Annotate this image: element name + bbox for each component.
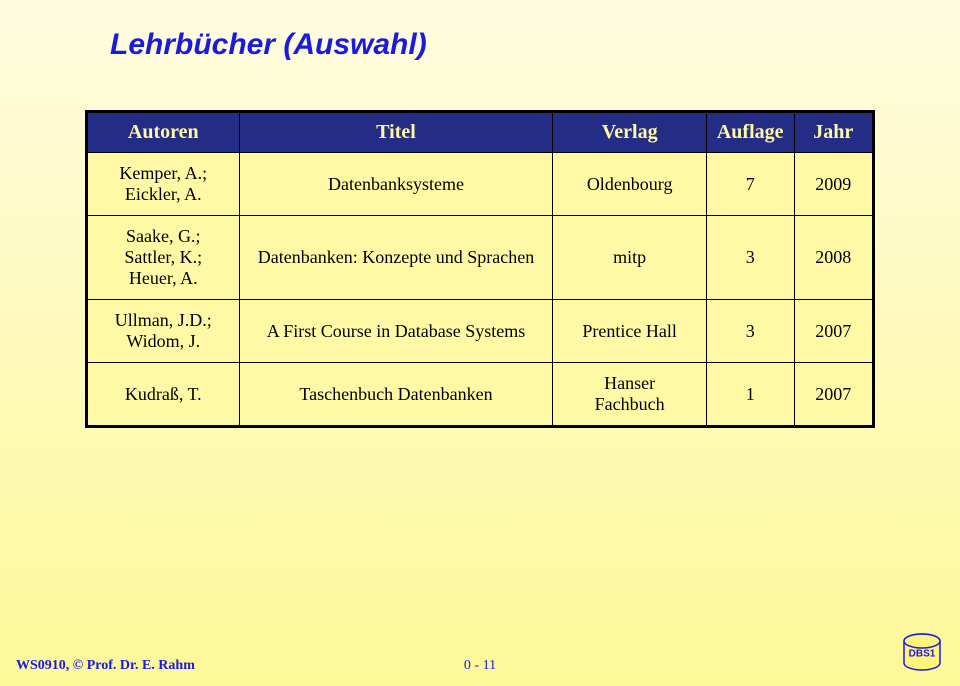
footer-copyright: WS0910, © Prof. Dr. E. Rahm — [16, 658, 195, 674]
col-jahr: Jahr — [794, 112, 873, 153]
cell-auflage: 3 — [706, 216, 794, 300]
cell-verlag: Oldenbourg — [553, 153, 706, 216]
textbook-table-container: Autoren Titel Verlag Auflage Jahr Kemper… — [85, 110, 875, 428]
col-author: Autoren — [87, 112, 240, 153]
cell-jahr: 2007 — [794, 300, 873, 363]
col-auflage: Auflage — [706, 112, 794, 153]
footer-page-number: 0 - 11 — [464, 658, 496, 674]
cell-auflage: 1 — [706, 363, 794, 427]
cell-verlag: mitp — [553, 216, 706, 300]
cell-jahr: 2008 — [794, 216, 873, 300]
cell-title: A First Course in Database Systems — [239, 300, 553, 363]
col-title: Titel — [239, 112, 553, 153]
cell-jahr: 2009 — [794, 153, 873, 216]
table-row: Ullman, J.D.; Widom, J. A First Course i… — [87, 300, 874, 363]
page-title: Lehrbücher (Auswahl) — [110, 28, 427, 62]
database-logo-label: DBS1 — [909, 649, 936, 660]
footer: WS0910, © Prof. Dr. E. Rahm 0 - 11 DBS1 — [0, 650, 960, 674]
table-header-row: Autoren Titel Verlag Auflage Jahr — [87, 112, 874, 153]
database-cylinder-icon: DBS1 — [900, 630, 944, 674]
cell-jahr: 2007 — [794, 363, 873, 427]
cell-auflage: 3 — [706, 300, 794, 363]
cell-title: Datenbanken: Konzepte und Sprachen — [239, 216, 553, 300]
cell-author: Kemper, A.; Eickler, A. — [87, 153, 240, 216]
footer-logo: DBS1 — [900, 630, 944, 674]
col-verlag: Verlag — [553, 112, 706, 153]
table-row: Kemper, A.; Eickler, A. Datenbanksysteme… — [87, 153, 874, 216]
cell-author: Kudraß, T. — [87, 363, 240, 427]
textbook-table: Autoren Titel Verlag Auflage Jahr Kemper… — [85, 110, 875, 428]
cell-verlag: Prentice Hall — [553, 300, 706, 363]
cell-author: Ullman, J.D.; Widom, J. — [87, 300, 240, 363]
cell-title: Taschenbuch Datenbanken — [239, 363, 553, 427]
table-row: Saake, G.; Sattler, K.; Heuer, A. Datenb… — [87, 216, 874, 300]
cell-author: Saake, G.; Sattler, K.; Heuer, A. — [87, 216, 240, 300]
cell-auflage: 7 — [706, 153, 794, 216]
cell-title: Datenbanksysteme — [239, 153, 553, 216]
table-row: Kudraß, T. Taschenbuch Datenbanken Hanse… — [87, 363, 874, 427]
cell-verlag: Hanser Fachbuch — [553, 363, 706, 427]
